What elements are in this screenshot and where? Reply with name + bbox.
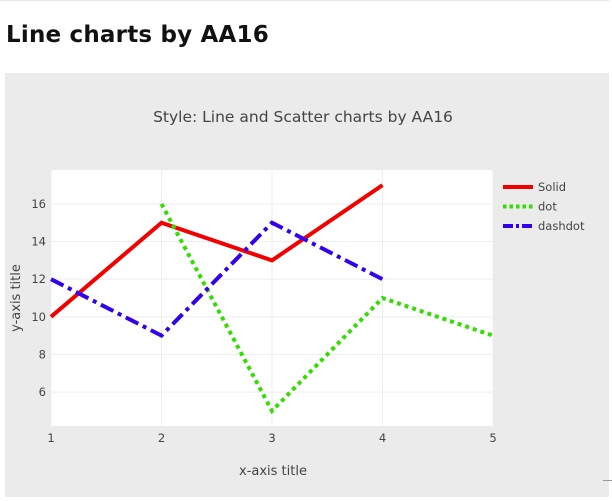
legend[interactable]: Solid dot dashdot bbox=[503, 180, 585, 233]
y-tick-label: 16 bbox=[31, 197, 46, 211]
series-line-solid[interactable] bbox=[49, 183, 384, 319]
x-tick-label: 2 bbox=[158, 431, 165, 445]
y-tick-label: 6 bbox=[39, 385, 46, 399]
y-axis-title: y-axis title bbox=[9, 264, 24, 332]
page-title: Line charts by AA16 bbox=[6, 22, 269, 48]
x-axis-title: x-axis title bbox=[239, 464, 307, 479]
legend-item-dot[interactable]: dot bbox=[503, 200, 557, 214]
legend-label: Solid bbox=[538, 180, 566, 194]
series-line-dashdot[interactable] bbox=[50, 220, 384, 339]
x-tick-label: 5 bbox=[489, 431, 496, 445]
top-divider bbox=[0, 0, 612, 1]
right-edge bbox=[609, 0, 612, 497]
legend-label: dashdot bbox=[538, 219, 585, 233]
x-tick-label: 1 bbox=[47, 431, 54, 445]
resize-handle[interactable] bbox=[603, 480, 612, 481]
grid-lines bbox=[50, 170, 494, 426]
legend-item-dashdot[interactable]: dashdot bbox=[503, 219, 585, 233]
legend-label: dot bbox=[538, 200, 557, 214]
y-tick-label: 12 bbox=[31, 272, 46, 286]
x-tick-label: 3 bbox=[268, 431, 275, 445]
y-tick-label: 14 bbox=[31, 235, 46, 249]
series-lines bbox=[49, 183, 494, 415]
chart-title: Style: Line and Scatter charts by AA16 bbox=[153, 108, 453, 126]
y-tick-label: 8 bbox=[39, 347, 46, 361]
plot-container[interactable]: 1 2 3 4 5 6 8 10 12 14 16 Style: Line and Scatter … bbox=[5, 73, 612, 497]
y-tick-label: 10 bbox=[31, 310, 46, 324]
x-tick-label: 4 bbox=[379, 431, 386, 445]
legend-item-solid[interactable]: Solid bbox=[503, 180, 566, 194]
series-line-dot[interactable] bbox=[159, 202, 494, 415]
